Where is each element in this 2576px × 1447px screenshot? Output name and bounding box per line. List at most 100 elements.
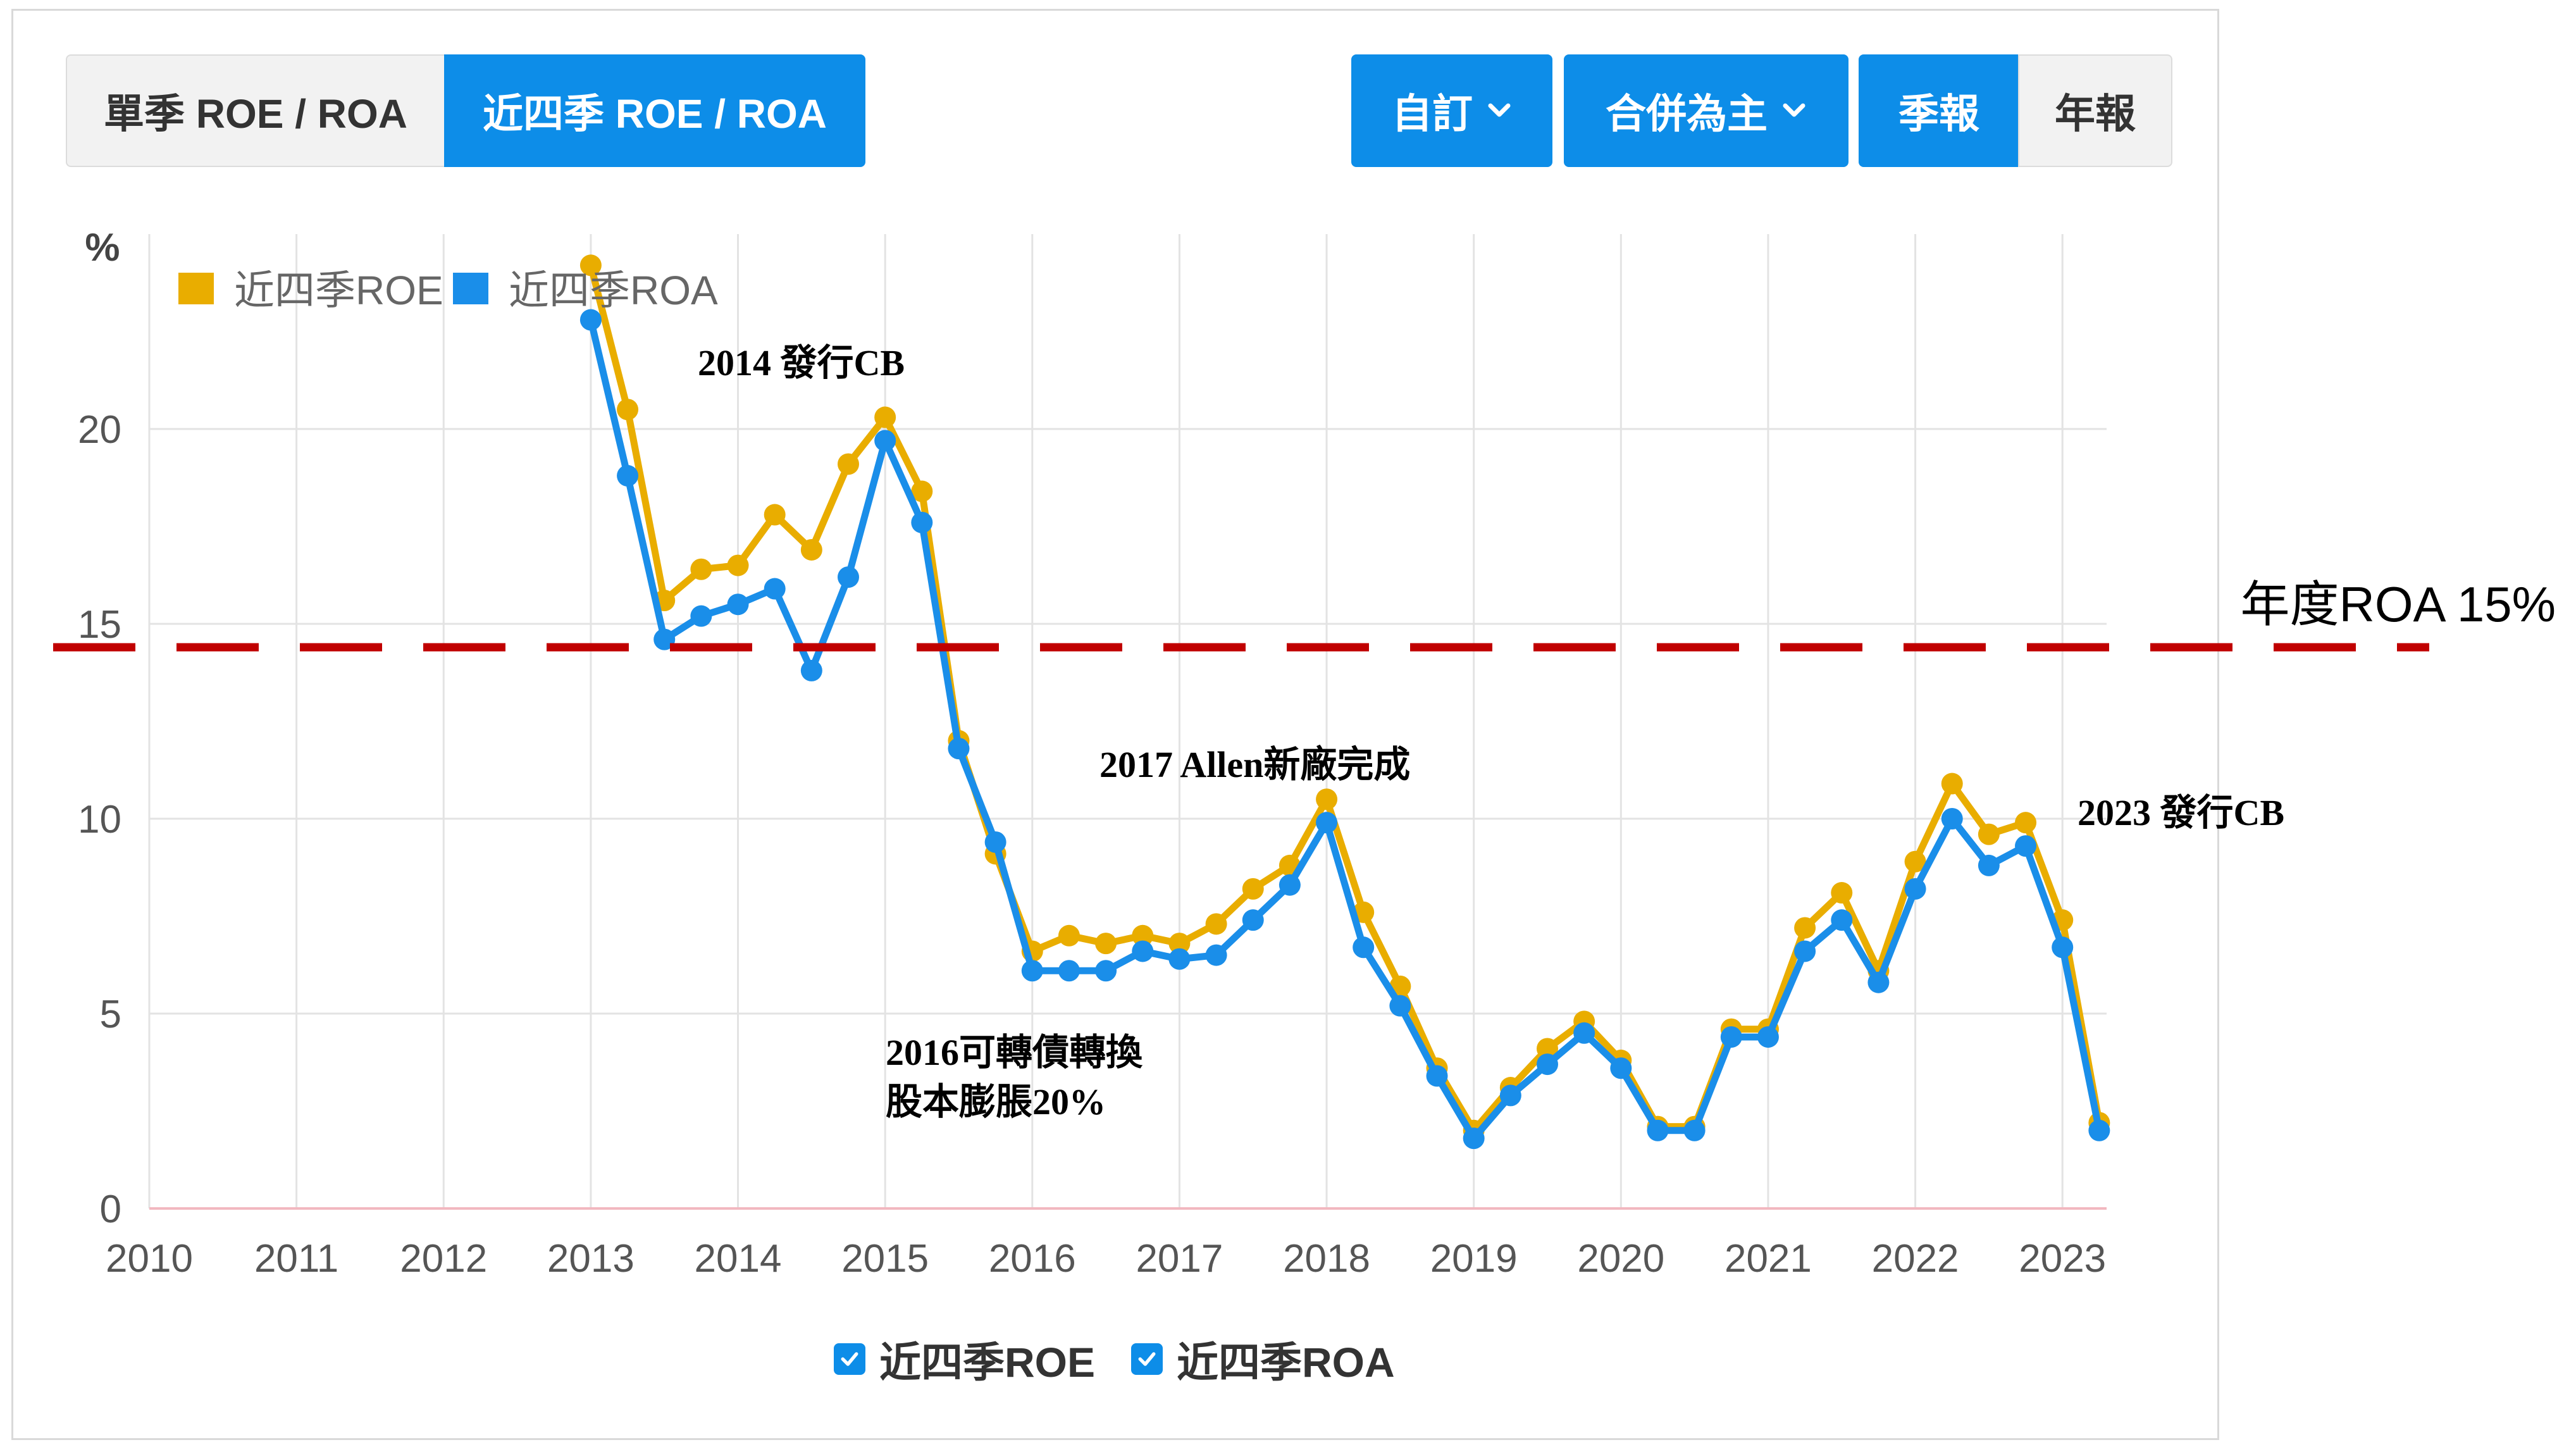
roa-data-point (984, 831, 1006, 853)
roa-data-point (764, 578, 786, 600)
roe-data-point (1132, 924, 1154, 947)
annotation-conv2016-line: 2016可轉債轉換 (886, 1032, 1143, 1073)
roa-data-point (1316, 812, 1338, 834)
checkbox-checked-icon (1131, 1343, 1163, 1375)
quarterly-report-label: 季報 (1898, 91, 1979, 137)
x-tick-label: 2023 (2019, 1237, 2106, 1281)
roa-data-point (1683, 1119, 1706, 1141)
roe-data-point (1794, 917, 1816, 939)
roa-data-point (1610, 1057, 1632, 1079)
roa-data-point (800, 659, 822, 681)
quarterly-report-button[interactable]: 季報 (1859, 54, 2019, 167)
legend-swatch-roa (453, 273, 488, 304)
roe-series-toggle[interactable]: 近四季ROE (834, 1329, 1095, 1389)
roe-data-point (1904, 850, 1926, 873)
custom-dropdown-label: 自訂 (1392, 91, 1473, 137)
roe-data-point (800, 538, 822, 561)
x-tick-label: 2018 (1283, 1237, 1370, 1281)
roe-data-point (1205, 913, 1227, 935)
x-tick-label: 2016 (989, 1237, 1076, 1281)
roa-data-point (1757, 1026, 1779, 1048)
x-tick-label: 2022 (1872, 1237, 1959, 1281)
y-tick-label: 20 (78, 408, 121, 452)
reference-line-label: 年度ROA 15% (2240, 576, 2556, 632)
x-tick-label: 2012 (400, 1237, 487, 1281)
annotation-allen2017: 2017 Allen新廠完成 (1099, 744, 1410, 785)
roa-data-point (1831, 909, 1853, 931)
roa-data-point (1499, 1084, 1521, 1107)
x-tick-label: 2010 (106, 1237, 193, 1281)
y-tick-label: 5 (100, 993, 121, 1036)
roa-data-point (1647, 1119, 1669, 1141)
x-tick-label: 2011 (254, 1237, 338, 1281)
chevron-down-icon (1783, 103, 1805, 117)
tab-trailing-four-quarters-roe-roa[interactable]: 近四季 ROE / ROA (444, 54, 865, 167)
roa-data-point (1095, 960, 1117, 982)
checkbox-checked-icon (834, 1343, 865, 1375)
x-tick-label: 2013 (547, 1237, 635, 1281)
annotation-cb2014: 2014 發行CB (698, 342, 905, 383)
roa-toggle-label: 近四季ROA (1177, 1339, 1395, 1386)
roe-toggle-label: 近四季ROE (879, 1339, 1096, 1386)
y-tick-label: 15 (78, 603, 121, 647)
annotation-conv2016-line: 股本膨脹20% (886, 1081, 1106, 1122)
roe-data-point (690, 558, 712, 580)
roe-data-point (1058, 924, 1080, 947)
x-tick-label: 2017 (1136, 1237, 1223, 1281)
roa-data-point (911, 511, 933, 533)
consolidated-dropdown-button[interactable]: 合併為主 (1564, 54, 1848, 167)
legend-label-roa: 近四季ROA (509, 268, 718, 313)
roa-data-point (2088, 1119, 2110, 1141)
chart-card (11, 9, 2219, 1440)
tab-single-quarter-roe-roa[interactable]: 單季 ROE / ROA (66, 54, 445, 167)
x-tick-label: 2014 (695, 1237, 782, 1281)
roe-data-point (1537, 1038, 1558, 1060)
roe-data-point (1941, 773, 1963, 795)
roa-data-point (2015, 835, 2037, 857)
roa-series-toggle[interactable]: 近四季ROA (1131, 1329, 1395, 1389)
chart-axes: 2010 2011 2012 2013 2014 2015 2016 2017 2018 2019… (78, 226, 2107, 1281)
roe-data-point (1831, 882, 1853, 904)
roa-data-point (1242, 909, 1264, 931)
roa-data-point (1205, 944, 1227, 966)
roa-data-point (1168, 948, 1191, 970)
roa-data-point (948, 738, 970, 760)
roe-data-point (838, 453, 859, 475)
roe-data-point (1978, 823, 2000, 845)
roa-data-point (1132, 940, 1154, 962)
legend-label-roe: 近四季ROE (234, 268, 443, 313)
x-tick-label: 2020 (1577, 1237, 1664, 1281)
y-tick-label: 0 (100, 1188, 121, 1231)
roa-data-point (1573, 1022, 1595, 1044)
roe-data-point (911, 480, 933, 502)
roa-data-point (1426, 1065, 1448, 1087)
annual-report-button[interactable]: 年報 (2018, 54, 2172, 167)
tab-trailing-label: 近四季 ROE / ROA (482, 91, 827, 137)
x-tick-label: 2019 (1430, 1237, 1518, 1281)
roa-data-point (1941, 808, 1963, 829)
roa-data-point (1353, 936, 1375, 959)
legend-swatch-roe (178, 273, 214, 304)
x-tick-label: 2021 (1725, 1237, 1812, 1281)
roe-data-point (579, 254, 602, 276)
roa-data-point (653, 628, 676, 650)
annual-report-label: 年報 (2055, 91, 2136, 137)
roe-data-point (764, 504, 786, 526)
roa-data-point (579, 309, 602, 331)
chart-legend: 近四季ROE 近四季ROA (178, 268, 718, 313)
roa-data-point (2052, 936, 2074, 959)
y-tick-label: 10 (78, 798, 121, 841)
roa-data-point (1279, 874, 1301, 896)
roa-data-point (1794, 940, 1816, 962)
chart-annotations: 2014 發行CB 2017 Allen新廠完成 2023 發行CB 2016可轉債轉… (698, 342, 2284, 1122)
custom-dropdown-button[interactable]: 自訂 (1351, 54, 1552, 167)
roe-data-point (1242, 878, 1264, 900)
roa-data-point (617, 464, 639, 487)
roe-data-point (617, 399, 639, 421)
roe-data-point (2015, 812, 2037, 834)
roa-data-point (1389, 995, 1411, 1017)
roe-data-point (874, 406, 896, 428)
annotation-cb2023: 2023 發行CB (2078, 792, 2284, 833)
tab-single-label: 單季 ROE / ROA (103, 91, 408, 137)
